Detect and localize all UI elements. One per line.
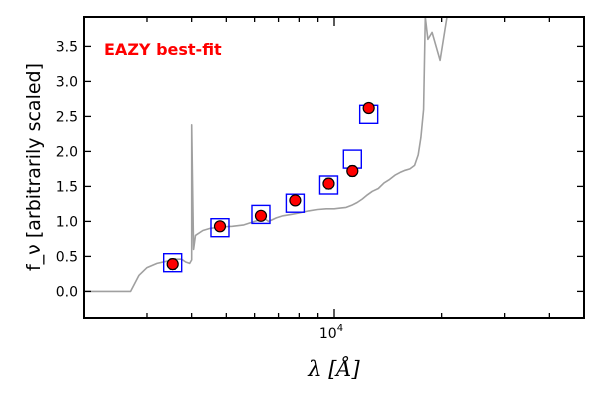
model-photometry-square (318, 175, 339, 195)
y-tick-label: 1.0 (56, 214, 78, 230)
x-tick-label: 104 (319, 323, 343, 342)
model-spectrum-layer (84, 17, 450, 293)
y-tick-label: 2.5 (56, 109, 78, 125)
observed-point (322, 177, 335, 190)
observed-point (254, 209, 268, 222)
model-photometry-square (210, 217, 230, 238)
y-tick-label: 2.0 (56, 144, 78, 160)
axis-tick-layer: 0.0 0.5 1.0 1.5 2.0 2.5 3.0 3.5 104 (56, 17, 584, 342)
data-marker-layer (162, 101, 379, 273)
model-photometry-square (251, 204, 271, 225)
model-photometry-square (285, 193, 306, 213)
observed-point (166, 258, 179, 271)
y-tick-label: 3.5 (56, 39, 78, 55)
y-axis-label: f_ν [arbitrarily scaled] (23, 63, 45, 271)
model-photometry-square (162, 252, 183, 273)
fit-annotation: EAZY best-fit (104, 40, 222, 59)
plot-frame (83, 16, 585, 319)
observed-point (362, 101, 375, 115)
observed-point (289, 194, 302, 207)
y-tick-label: 0.5 (56, 249, 78, 265)
observed-point (213, 220, 227, 233)
model-spectrum-line (84, 17, 450, 293)
x-axis-label: λ [Å] (307, 356, 360, 381)
y-tick-label: 3.0 (56, 74, 78, 90)
y-tick-label: 0.0 (56, 284, 78, 300)
y-tick-label: 1.5 (56, 179, 78, 195)
observed-point (346, 164, 359, 178)
